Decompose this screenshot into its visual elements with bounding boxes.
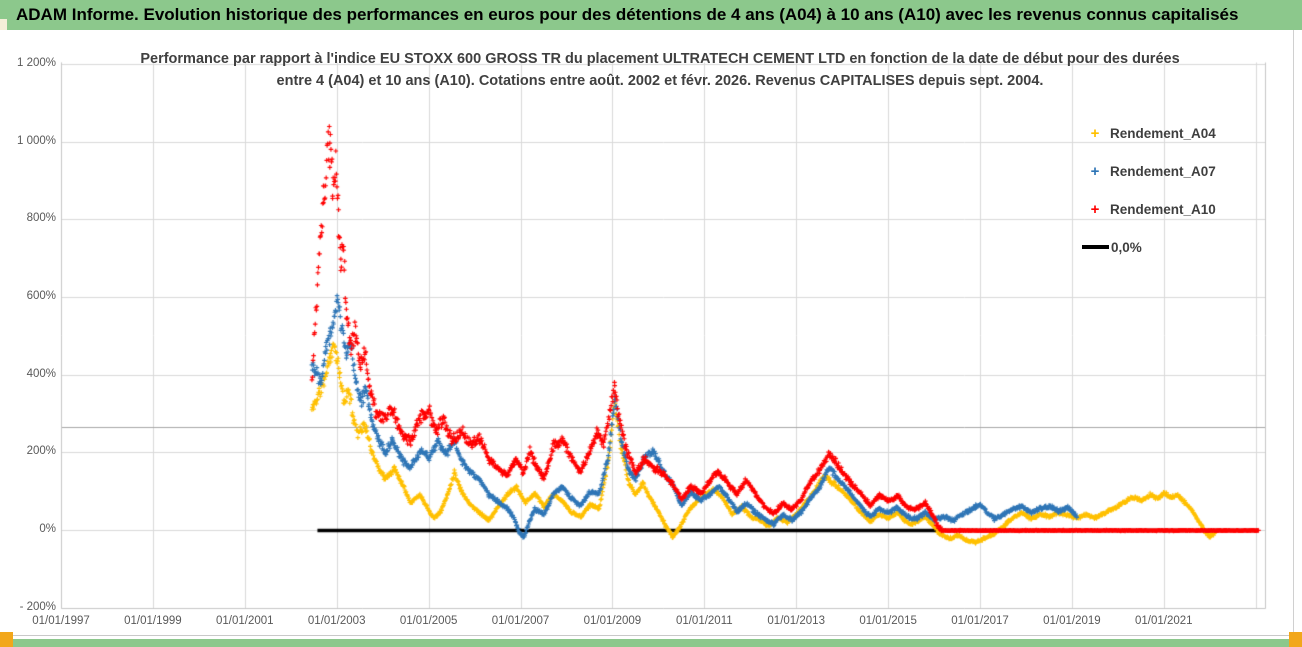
legend-label: Rendement_A07 <box>1110 163 1216 179</box>
chart-title: Performance par rapport à l'indice EU ST… <box>130 48 1190 92</box>
x-tick-label: 01/01/2017 <box>951 615 1009 627</box>
legend-label: Rendement_A04 <box>1110 125 1216 141</box>
x-tick-label: 01/01/2015 <box>859 615 917 627</box>
y-tick-label: 1 000% <box>16 134 56 147</box>
x-tick-label: 01/01/2007 <box>491 615 550 627</box>
chart-title-line1: Performance par rapport à l'indice EU ST… <box>140 51 1180 67</box>
x-tick-label: 01/01/2005 <box>399 615 458 627</box>
legend-label: 0,0% <box>1111 239 1142 255</box>
y-tick-label: 200% <box>26 445 56 458</box>
chart-object-border <box>1293 30 1294 635</box>
x-tick-label: 01/01/1999 <box>124 615 182 627</box>
legend-item-rendement-a04: + Rendement_A04 <box>1082 114 1272 152</box>
y-tick-label: 0% <box>39 523 56 535</box>
legend-item-zero-line: 0,0% <box>1082 228 1272 266</box>
x-tick-label: 01/01/1997 <box>32 615 90 627</box>
plus-marker-icon: + <box>1090 200 1100 218</box>
bottom-right-corner-marker <box>1289 632 1302 647</box>
legend-item-rendement-a07: + Rendement_A07 <box>1082 152 1272 190</box>
legend-item-rendement-a10: + Rendement_A10 <box>1082 190 1272 228</box>
x-tick-label: 01/01/2013 <box>767 615 825 627</box>
chart-title-line2: entre 4 (A04) et 10 ans (A10). Cotations… <box>276 73 1044 89</box>
plus-marker-icon: + <box>1090 162 1100 180</box>
x-tick-label: 01/01/2011 <box>675 615 733 627</box>
bottom-left-corner-marker <box>0 632 13 647</box>
y-tick-label: 600% <box>26 289 56 302</box>
x-tick-label: 01/01/2021 <box>1135 615 1193 627</box>
y-tick-label: 800% <box>26 212 56 225</box>
y-tick-label: 400% <box>26 367 56 380</box>
zero-line-swatch <box>1082 245 1109 249</box>
chart-legend: + Rendement_A04 + Rendement_A07 + Rendem… <box>1082 114 1272 266</box>
sheet-bottom-bar <box>0 639 1302 647</box>
x-tick-label: 01/01/2009 <box>583 615 642 627</box>
y-tick-label: 1 200% <box>16 56 56 69</box>
x-tick-label: 01/01/2019 <box>1043 615 1101 627</box>
y-tick-label: - 200% <box>19 600 56 613</box>
x-tick-label: 01/01/2003 <box>307 615 366 627</box>
legend-label: Rendement_A10 <box>1110 201 1216 217</box>
x-tick-label: 01/01/2001 <box>216 615 274 627</box>
chart-bottom-border <box>0 635 1302 636</box>
plus-marker-icon: + <box>1090 124 1100 142</box>
